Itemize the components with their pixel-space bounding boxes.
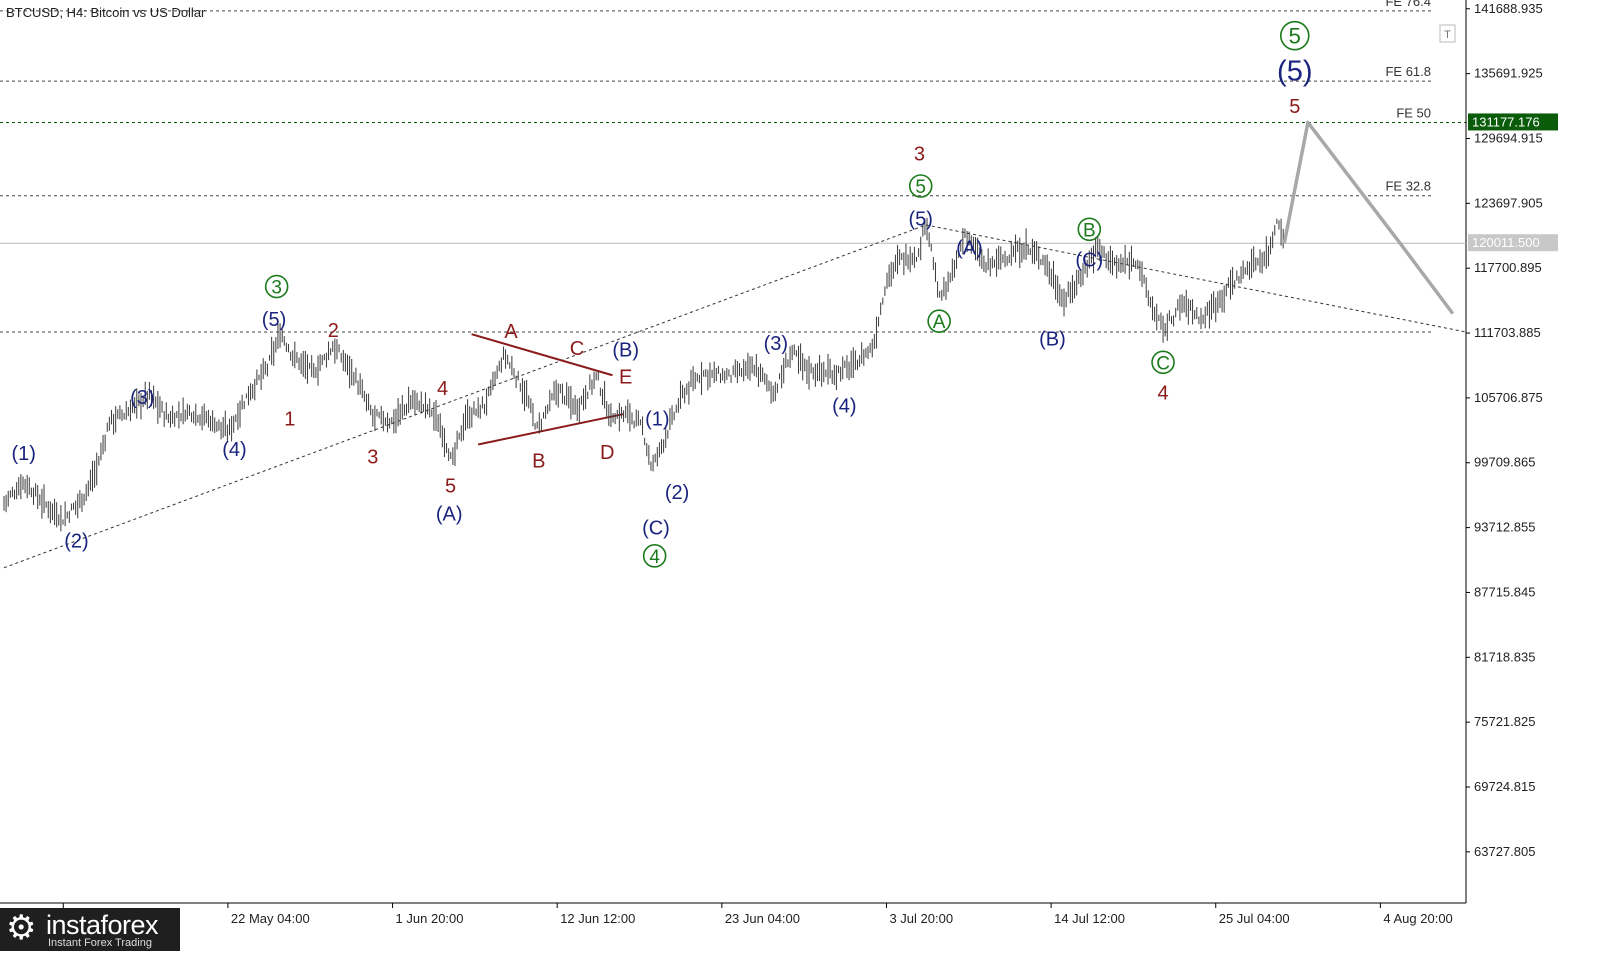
wave-label: A <box>504 321 518 343</box>
fibonacci-level-label: FE 76.4 <box>1385 0 1431 9</box>
trend-line <box>925 224 1467 333</box>
instaforex-watermark: ⚙ instaforex Instant Forex Trading <box>0 908 180 951</box>
wave-label: 5 <box>1289 96 1300 118</box>
wave-label-circle <box>1151 350 1175 375</box>
wave-label: 5 <box>915 177 926 198</box>
wave-label: (A) <box>956 238 983 260</box>
wave-label: C <box>1156 353 1170 374</box>
wave-label: 5 <box>1289 24 1301 49</box>
chart-title: BTCUSD, H4: Bitcoin vs US Dollar <box>6 5 206 20</box>
current-price-badge <box>1468 234 1558 252</box>
y-tick-label: 63727.805 <box>1474 844 1535 859</box>
y-tick-label: 75721.825 <box>1474 714 1535 729</box>
wave-label: C <box>570 338 584 360</box>
wave-label: 4 <box>1158 383 1169 405</box>
target-price-value: 131177.176 <box>1472 114 1540 129</box>
wave-label: (4) <box>222 439 246 461</box>
y-tick-label: 111703.885 <box>1474 325 1541 340</box>
wave-label: (4) <box>832 396 856 418</box>
wave-label: (B) <box>612 339 639 361</box>
y-tick-label: 117700.895 <box>1474 260 1542 275</box>
wave-label: (5) <box>908 208 932 230</box>
wave-label: (5) <box>1277 55 1312 87</box>
y-tick-label: 129694.915 <box>1474 130 1543 145</box>
target-price-badge <box>1468 113 1558 131</box>
x-tick-label: 14 Jul 12:00 <box>1054 911 1125 926</box>
wave-label: (C) <box>1075 250 1103 272</box>
wave-label: (5) <box>262 309 286 331</box>
wave-label: (1) <box>645 409 669 431</box>
wave-label: B <box>532 451 545 473</box>
price-bars <box>3 217 1284 532</box>
wave-label: 3 <box>367 446 378 468</box>
x-tick-label: 12 Jun 12:00 <box>560 911 635 926</box>
wave-label-circle <box>642 544 667 568</box>
y-tick-label: 141688.935 <box>1474 1 1543 16</box>
current-price-value: 120011.500 <box>1472 235 1540 250</box>
gear-icon: ⚙ <box>6 908 37 948</box>
wave-label: A <box>933 312 946 333</box>
wave-label: (A) <box>436 504 463 526</box>
y-tick-label: 93712.855 <box>1474 520 1535 535</box>
wave-label-circle <box>1279 20 1310 51</box>
y-tick-label: 105706.875 <box>1474 390 1543 405</box>
wave-label: 5 <box>445 476 456 498</box>
wave-label: (C) <box>642 518 670 540</box>
x-tick-label: 23 Jun 04:00 <box>725 911 800 926</box>
projection-path <box>1282 120 1455 315</box>
wave-label: (2) <box>64 531 88 553</box>
wave-label: (B) <box>1039 328 1066 350</box>
x-tick-label: 1 Jun 20:00 <box>396 911 464 926</box>
x-tick-label: 22 May 04:00 <box>231 911 310 926</box>
wave-label: 4 <box>649 547 660 568</box>
y-tick-label: 87715.845 <box>1474 584 1535 599</box>
wave-label: E <box>619 366 632 388</box>
watermark-brand: instaforex <box>46 910 159 940</box>
y-tick-label: 99709.865 <box>1474 455 1535 470</box>
wave-label: (3) <box>764 333 788 355</box>
y-tick-label: 123697.905 <box>1474 195 1543 210</box>
wave-label: 3 <box>914 144 925 166</box>
wave-label-circle <box>908 174 933 198</box>
wave-label-circle <box>264 274 289 299</box>
watermark-tagline: Instant Forex Trading <box>48 937 152 949</box>
wave-label: 4 <box>437 378 448 400</box>
trend-line <box>3 224 927 569</box>
y-tick-label: 81718.835 <box>1474 649 1535 664</box>
fibonacci-level-label: FE 50 <box>1396 105 1431 120</box>
triangle-boundary-line <box>471 333 613 377</box>
x-tick-label: 4 Aug 20:00 <box>1383 911 1452 926</box>
fibonacci-level-label: FE 61.8 <box>1385 64 1431 79</box>
wave-label-circle <box>1077 217 1102 242</box>
y-tick-label: 135691.925 <box>1474 66 1543 81</box>
triangle-boundary-line <box>477 413 624 446</box>
wave-label: (2) <box>665 482 689 504</box>
x-tick-label: 25 Jul 04:00 <box>1219 911 1290 926</box>
wave-label-circle <box>927 309 951 333</box>
x-tick-label: 3 Jul 20:00 <box>889 911 953 926</box>
wave-label: B <box>1083 220 1096 241</box>
wave-label: (1) <box>12 443 36 465</box>
y-tick-label: 69724.815 <box>1474 779 1535 794</box>
wave-label: D <box>600 442 614 464</box>
fibonacci-level-label: FE 32.8 <box>1385 179 1431 194</box>
wave-label: 3 <box>271 278 282 299</box>
wave-label: 2 <box>328 320 339 342</box>
wave-label: 1 <box>284 409 295 431</box>
wave-label: (3) <box>130 387 154 409</box>
text-tool-button <box>1439 24 1456 43</box>
text-tool-icon[interactable]: T <box>1444 29 1451 41</box>
